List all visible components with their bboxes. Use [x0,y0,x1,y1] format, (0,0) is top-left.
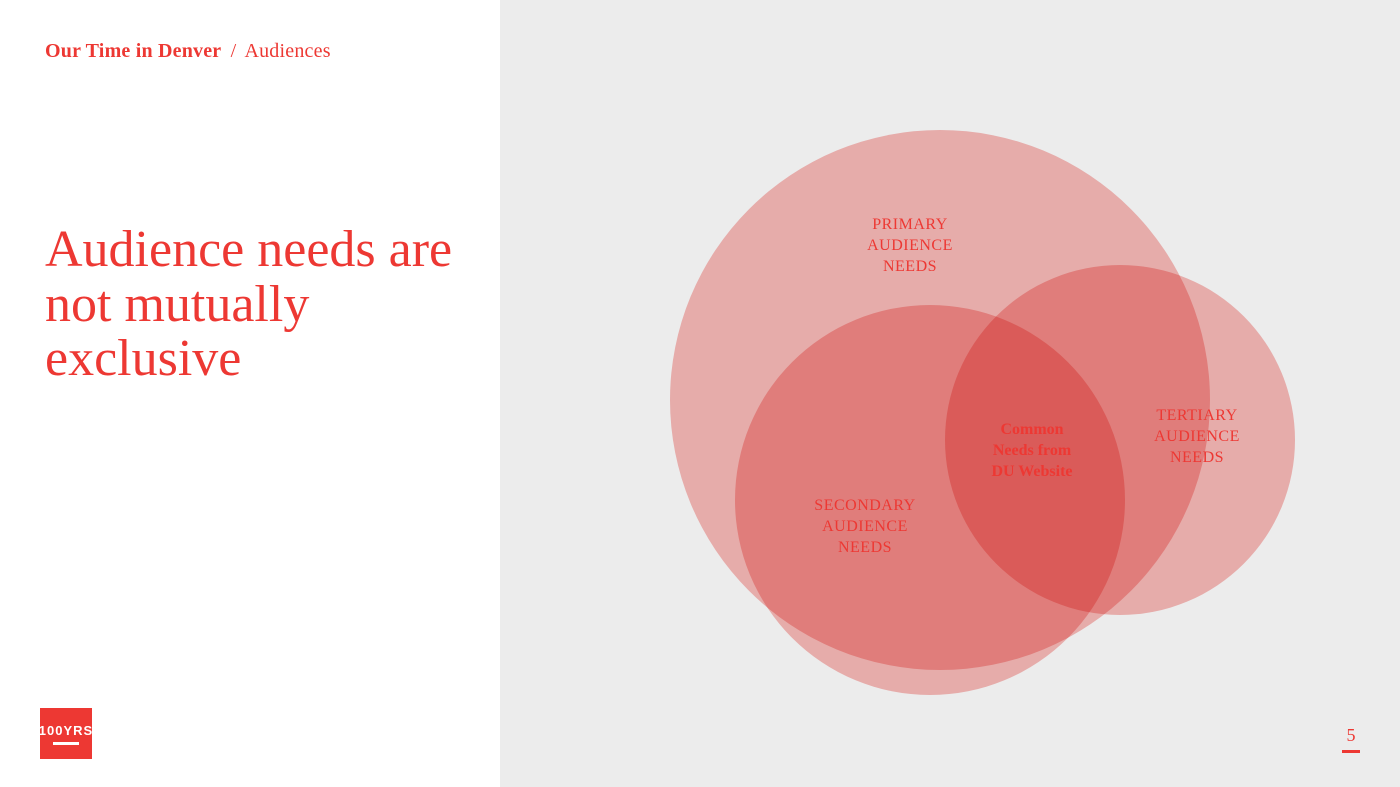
page-number-value: 5 [1347,725,1356,745]
breadcrumb-separator: / [231,40,237,62]
venn-label-primary: PRIMARY AUDIENCE NEEDS [830,215,990,277]
slide: Our Time in Denver / Audiences Audience … [0,0,1400,787]
headline: Audience needs are not mutually exclusiv… [45,223,455,387]
venn-diagram: PRIMARY AUDIENCE NEEDS SECONDARY AUDIENCE… [500,0,1400,787]
breadcrumb-title: Our Time in Denver [45,40,221,62]
logo-underline [53,742,79,745]
right-panel: PRIMARY AUDIENCE NEEDS SECONDARY AUDIENCE… [500,0,1400,787]
page-number: 5 [1342,725,1360,753]
left-panel: Our Time in Denver / Audiences Audience … [0,0,500,787]
venn-label-tertiary: TERTIARY AUDIENCE NEEDS [1117,406,1277,468]
page-number-underline [1342,750,1360,753]
logo-text: 100YRS [39,723,93,738]
venn-label-secondary: SECONDARY AUDIENCE NEEDS [775,496,955,558]
breadcrumb-section: Audiences [244,40,330,62]
venn-label-center: Common Needs from DU Website [957,420,1107,482]
breadcrumb: Our Time in Denver / Audiences [45,40,455,63]
logo-badge: 100YRS [40,708,92,759]
